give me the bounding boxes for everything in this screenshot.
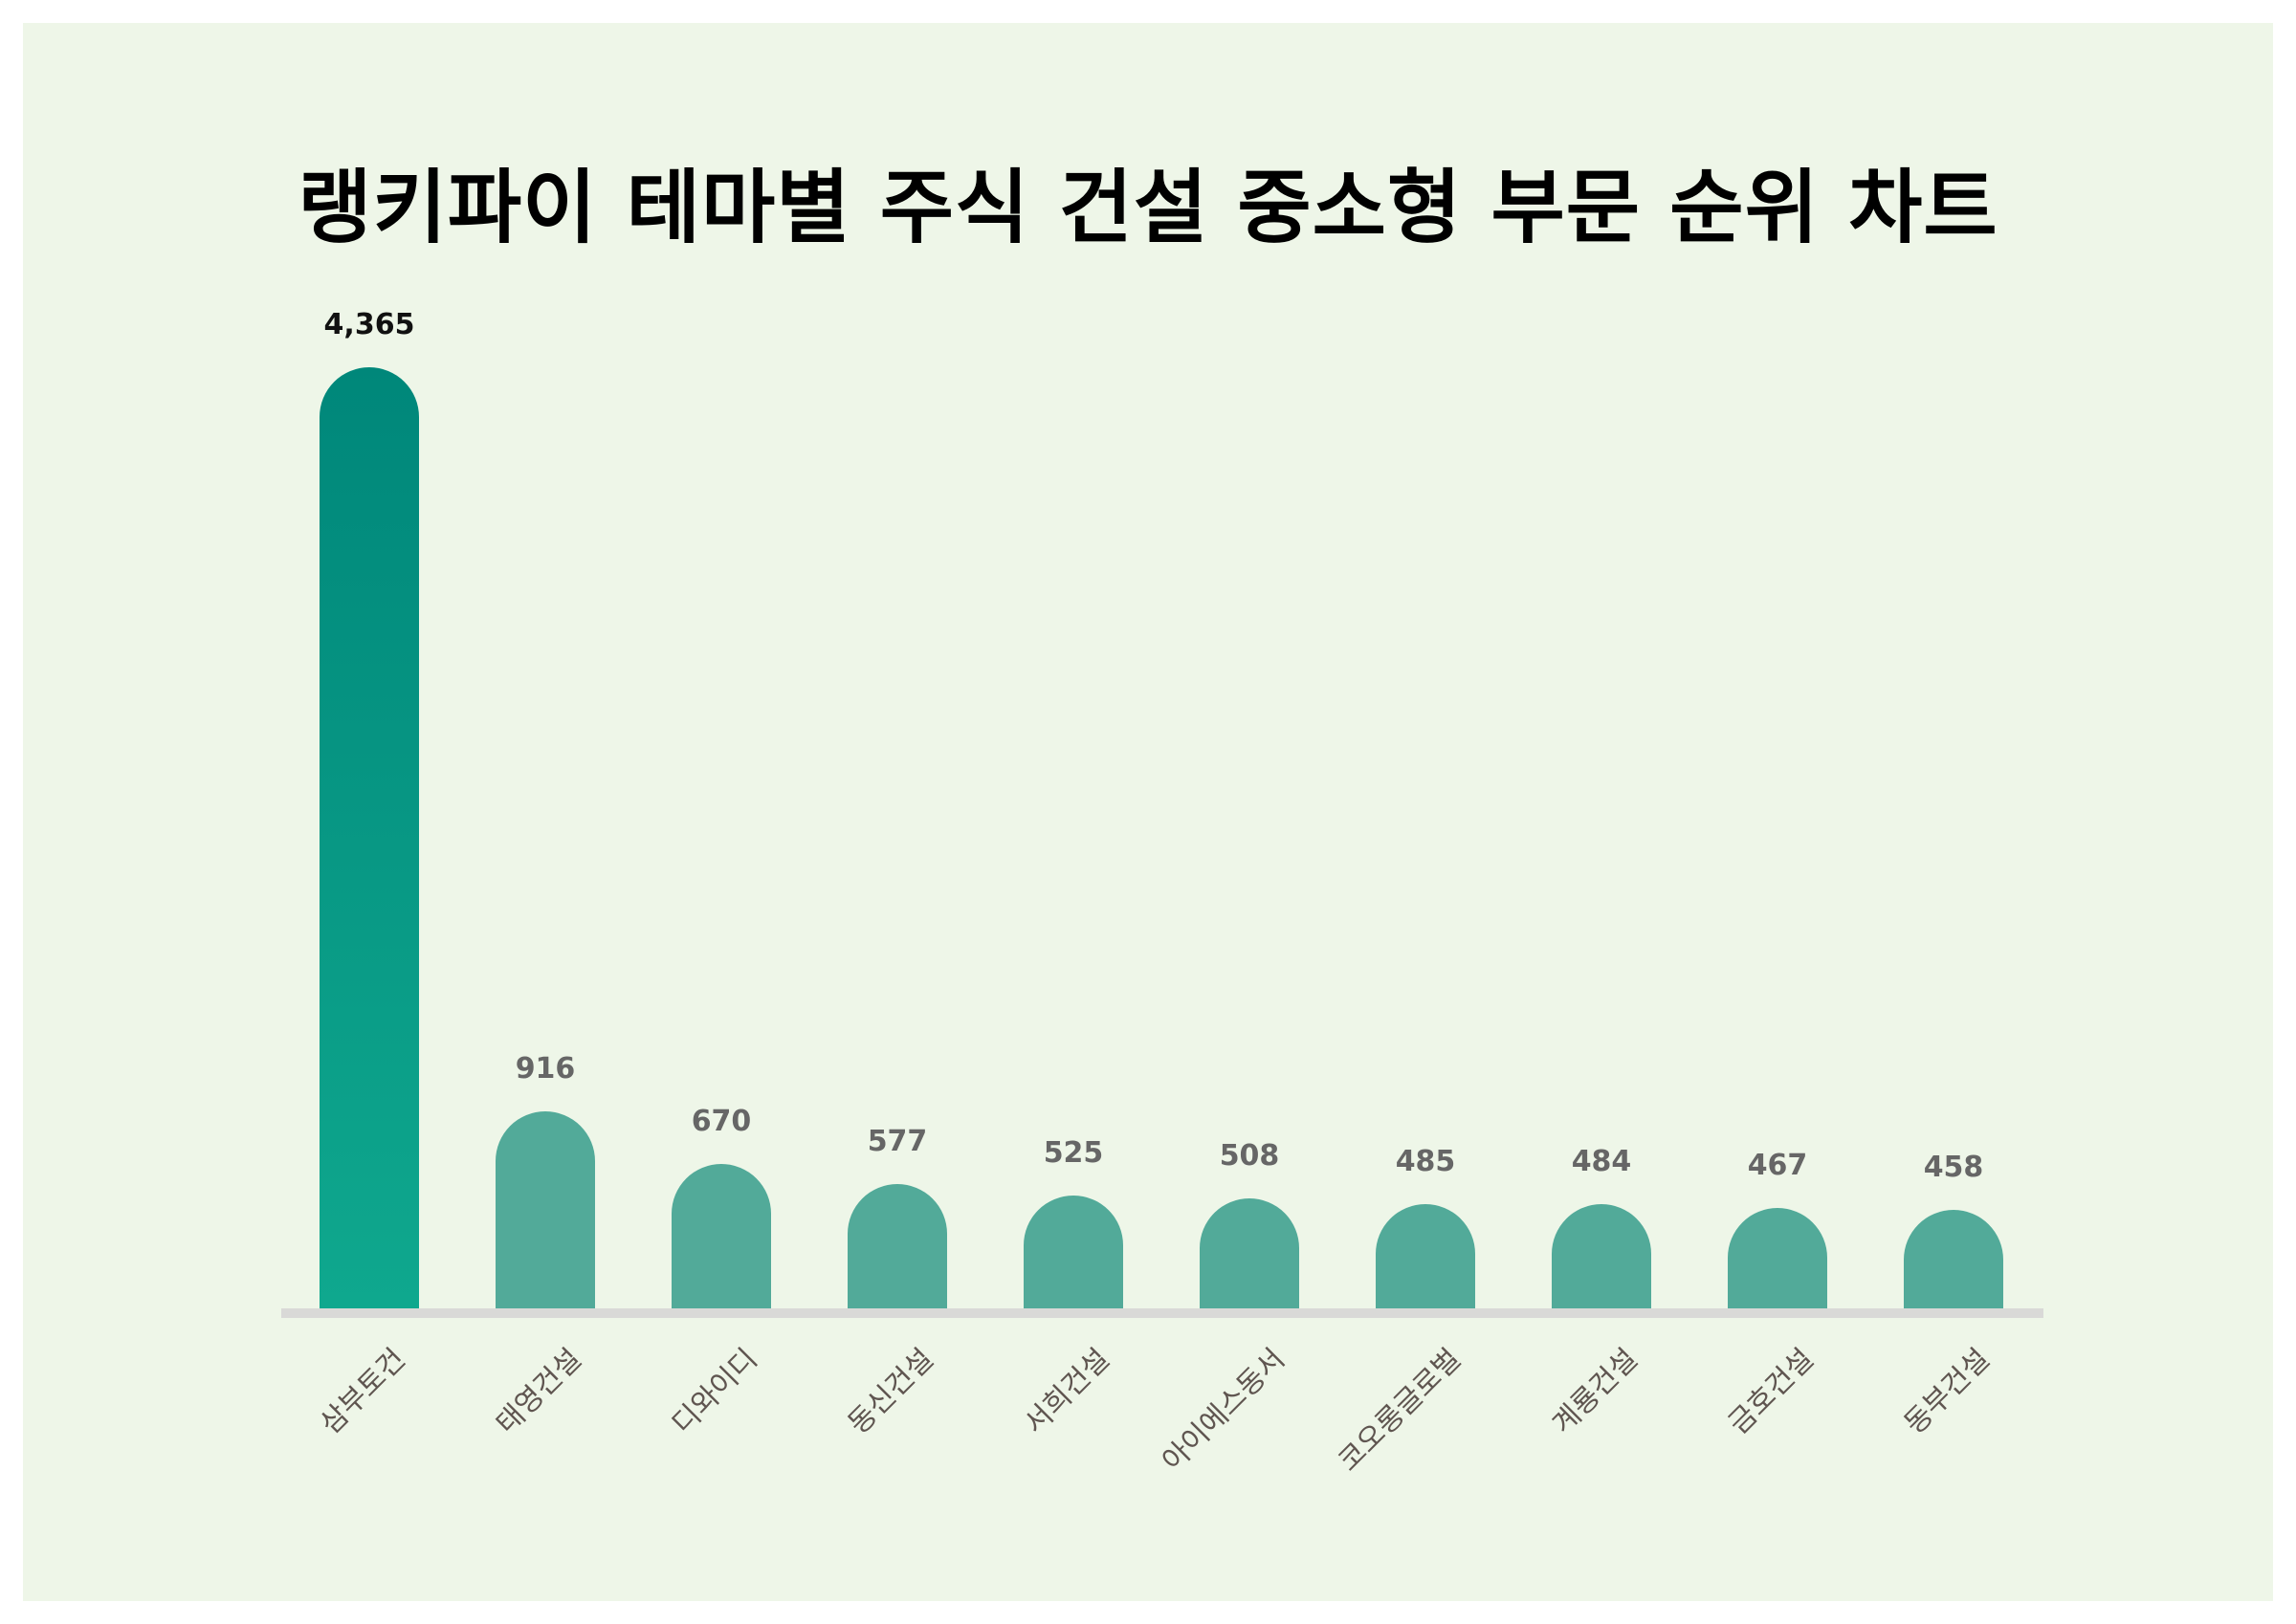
x-axis-label: 아이에스동서 [1156,1342,1292,1479]
x-axis-label: 태영건설 [489,1342,588,1441]
bar [1200,1198,1299,1308]
x-axis-label: 서희건설 [1017,1342,1116,1441]
value-label: 916 [515,1052,576,1086]
bar [1376,1204,1475,1308]
x-axis-baseline [281,1308,2043,1318]
value-label: 4,365 [323,308,415,341]
x-axis-label: 동부건설 [1897,1342,1997,1441]
bar [320,367,419,1308]
x-axis-label: 동신건설 [841,1342,940,1441]
value-label: 467 [1747,1149,1808,1182]
bar [672,1164,771,1308]
x-axis-label: 삼부토건 [313,1342,412,1441]
bar [848,1184,947,1308]
x-axis-label: 디와이디 [665,1342,764,1441]
value-label: 508 [1219,1139,1280,1173]
bar [1024,1196,1123,1308]
bar [1552,1204,1651,1308]
value-label: 670 [691,1105,752,1138]
x-axis-label: 계룡건설 [1545,1342,1645,1441]
bar [1904,1210,2003,1308]
chart-title: 랭키파이 테마별 주식 건설 중소형 부문 순위 차트 [298,161,1998,254]
bar [496,1111,595,1308]
value-label: 458 [1923,1151,1984,1184]
value-label: 484 [1571,1145,1632,1178]
x-axis-label: 코오롱글로벌 [1332,1342,1468,1479]
x-axis-label: 금호건설 [1721,1342,1821,1441]
value-label: 525 [1043,1136,1104,1170]
bar [1728,1208,1827,1308]
value-label: 577 [867,1125,928,1158]
value-label: 485 [1395,1145,1456,1178]
